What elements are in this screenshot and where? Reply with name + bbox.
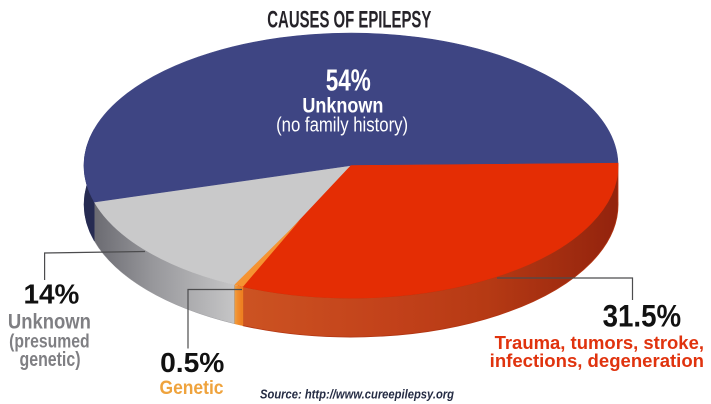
svg-text:0.5%: 0.5% (160, 346, 224, 378)
svg-text:(no family history): (no family history) (276, 115, 408, 137)
svg-text:Genetic: Genetic (160, 377, 224, 399)
svg-text:Unknown: Unknown (8, 309, 91, 333)
svg-text:Source: http://www.cureepileps: Source: http://www.cureepilepsy.org (260, 386, 454, 401)
svg-text:(presumed: (presumed (9, 331, 90, 352)
svg-text:infections, degeneration: infections, degeneration (490, 351, 704, 371)
svg-text:31.5%: 31.5% (603, 298, 682, 334)
svg-text:CAUSES OF EPILEPSY: CAUSES OF EPILEPSY (267, 6, 431, 33)
svg-text:genetic): genetic) (20, 349, 81, 371)
svg-text:Trauma, tumors, stroke,: Trauma, tumors, stroke, (495, 333, 704, 353)
svg-text:Unknown: Unknown (302, 94, 383, 117)
svg-text:14%: 14% (23, 279, 79, 310)
svg-text:54%: 54% (326, 63, 371, 98)
